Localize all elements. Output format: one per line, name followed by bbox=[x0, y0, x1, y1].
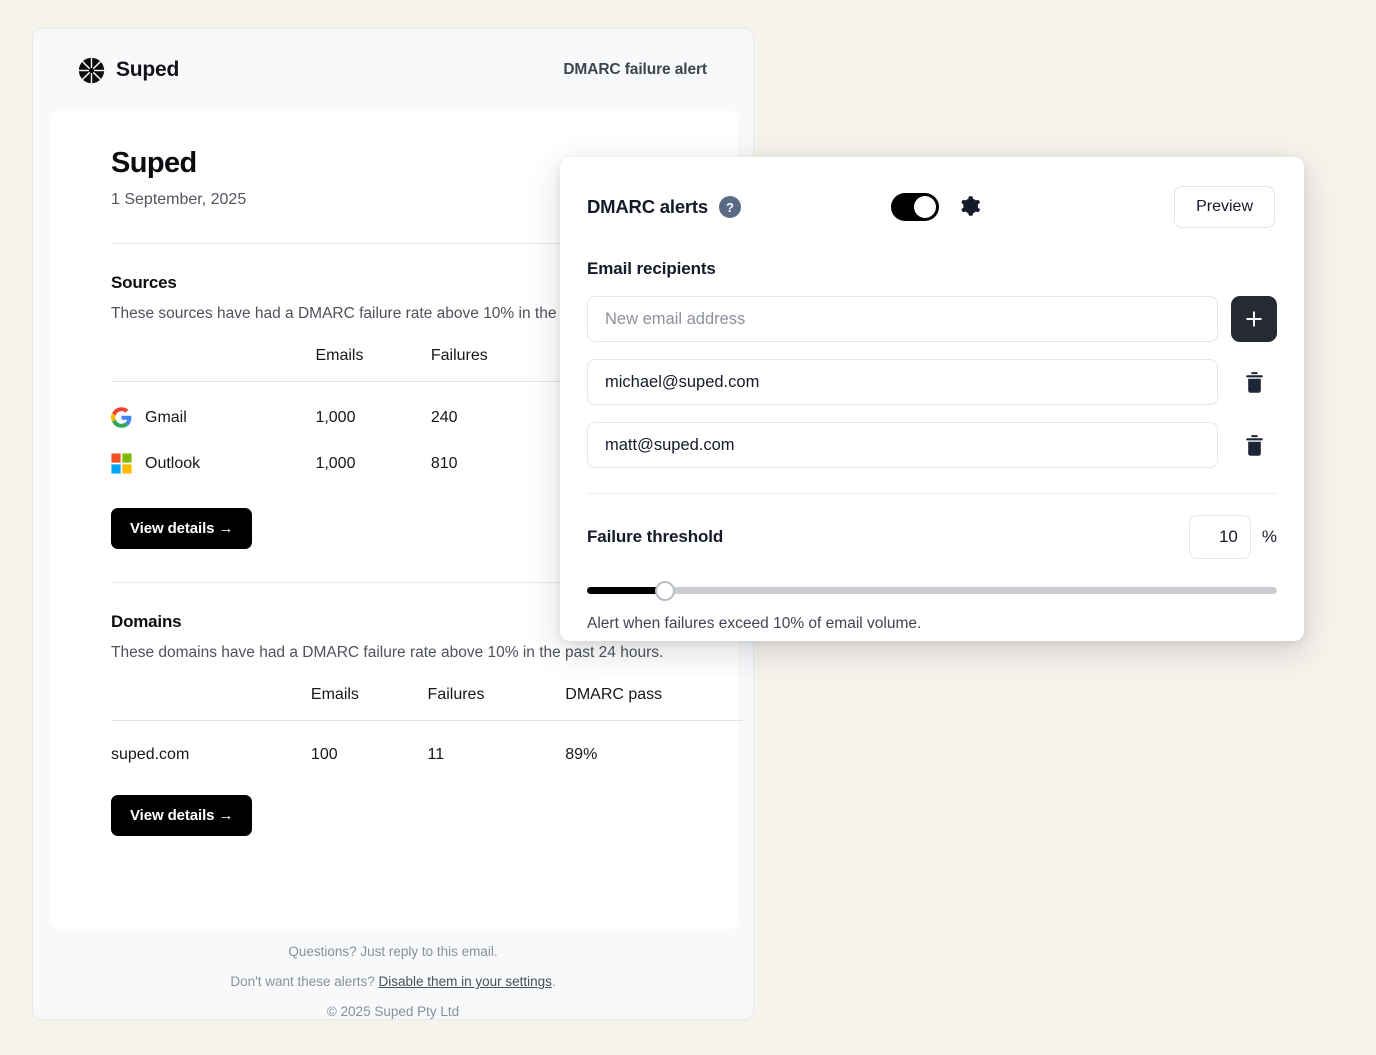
dmarc-alerts-toggle[interactable] bbox=[890, 193, 939, 221]
domains-view-details-button[interactable]: View details → bbox=[111, 795, 253, 836]
domains-section: Domains These domains have had a DMARC f… bbox=[111, 612, 743, 836]
col-header-failures: Failures bbox=[427, 686, 566, 721]
col-header-name bbox=[111, 347, 316, 382]
new-recipient-row bbox=[587, 296, 1277, 342]
dmarc-alerts-settings-panel: DMARC alerts ? Preview Email recipients bbox=[560, 157, 1304, 641]
brand-name: Suped bbox=[116, 58, 180, 81]
source-name: Gmail bbox=[145, 408, 187, 426]
email-recipients-label: Email recipients bbox=[587, 259, 716, 278]
divider bbox=[111, 243, 743, 244]
panel-title: DMARC alerts bbox=[587, 196, 708, 217]
domain-emails: 100 bbox=[310, 746, 338, 763]
table-row: Outlook 1,000 810 19% bbox=[111, 428, 743, 474]
domains-description: These domains have had a DMARC failure r… bbox=[111, 644, 664, 661]
new-email-input[interactable] bbox=[587, 296, 1218, 342]
google-g-icon bbox=[111, 407, 132, 428]
source-name: Outlook bbox=[145, 454, 201, 472]
sources-description: These sources have had a DMARC failure r… bbox=[111, 305, 659, 322]
plus-icon bbox=[1246, 311, 1262, 327]
source-failures: 810 bbox=[430, 454, 458, 472]
slider-fill bbox=[587, 587, 665, 594]
failure-threshold-label: Failure threshold bbox=[587, 527, 724, 546]
source-name-cell: Gmail bbox=[111, 382, 315, 429]
footer-questions: Questions? Just reply to this email. bbox=[288, 944, 498, 959]
failure-threshold-help: Alert when failures exceed 10% of email … bbox=[587, 615, 922, 632]
source-name-cell: Outlook bbox=[111, 428, 315, 474]
gear-icon[interactable] bbox=[958, 195, 982, 219]
percent-symbol: % bbox=[1261, 527, 1277, 546]
domain-failures: 11 bbox=[427, 746, 445, 763]
source-emails: 1,000 bbox=[315, 408, 356, 426]
domains-heading: Domains bbox=[111, 612, 182, 631]
disable-alerts-link[interactable]: Disable them in your settings bbox=[378, 974, 552, 989]
domain-name: suped.com bbox=[111, 746, 190, 763]
domain-dmarc-pass: 89% bbox=[565, 746, 598, 763]
recipient-email-input[interactable] bbox=[587, 359, 1218, 405]
col-header-failures: Failures bbox=[430, 347, 568, 382]
slider-track bbox=[587, 587, 1277, 594]
footer-alerts-line: Don't want these alerts? Disable them in… bbox=[33, 974, 753, 989]
failure-threshold-input[interactable] bbox=[1188, 515, 1251, 559]
col-header-emails: Emails bbox=[315, 347, 431, 382]
trash-icon bbox=[1245, 371, 1263, 393]
divider bbox=[111, 582, 743, 583]
sources-view-details-button[interactable]: View details → bbox=[111, 508, 253, 549]
recipient-email-input[interactable] bbox=[587, 422, 1218, 468]
report-date: 1 September, 2025 bbox=[111, 191, 247, 208]
slider-thumb[interactable] bbox=[655, 581, 675, 601]
trash-icon bbox=[1245, 434, 1263, 456]
email-header: Suped DMARC failure alert bbox=[33, 29, 753, 111]
failure-threshold-slider[interactable] bbox=[587, 581, 1277, 601]
delete-recipient-button[interactable] bbox=[1231, 422, 1277, 468]
help-icon[interactable]: ? bbox=[718, 196, 741, 218]
microsoft-squares-icon bbox=[111, 453, 132, 474]
email-footer: Questions? Just reply to this email. Don… bbox=[33, 944, 753, 1019]
sources-heading: Sources bbox=[111, 273, 177, 292]
panel-header: DMARC alerts ? Preview bbox=[560, 157, 1304, 229]
domains-table: Emails Failures DMARC pass suped.com 100… bbox=[111, 686, 743, 764]
source-emails: 1,000 bbox=[315, 454, 356, 472]
preview-button[interactable]: Preview bbox=[1174, 186, 1275, 228]
brand: Suped bbox=[78, 57, 179, 84]
col-header-dmarc-pass: DMARC pass bbox=[565, 686, 743, 721]
divider bbox=[587, 493, 1277, 494]
recipient-row bbox=[587, 359, 1277, 405]
table-header-row: Emails Failures DMARC pass bbox=[111, 686, 743, 721]
recipient-row bbox=[587, 422, 1277, 468]
failure-threshold-header: Failure threshold % bbox=[587, 515, 1277, 559]
table-row: suped.com 100 11 89% bbox=[111, 721, 743, 765]
page-title: Suped bbox=[111, 147, 197, 179]
add-recipient-button[interactable] bbox=[1231, 296, 1277, 342]
toggle-knob bbox=[913, 196, 936, 218]
col-header-emails: Emails bbox=[310, 686, 428, 721]
footer-alerts-suffix: . bbox=[551, 974, 556, 989]
footer-alerts-prefix: Don't want these alerts? bbox=[230, 974, 379, 989]
email-subject-label: DMARC failure alert bbox=[563, 61, 707, 78]
delete-recipient-button[interactable] bbox=[1231, 359, 1277, 405]
source-failures: 240 bbox=[430, 408, 458, 426]
suped-burst-logo-icon bbox=[78, 57, 105, 83]
col-header-name bbox=[111, 686, 311, 721]
footer-copyright: © 2025 Suped Pty Ltd bbox=[326, 1004, 460, 1019]
panel-body: Email recipients bbox=[560, 229, 1304, 633]
